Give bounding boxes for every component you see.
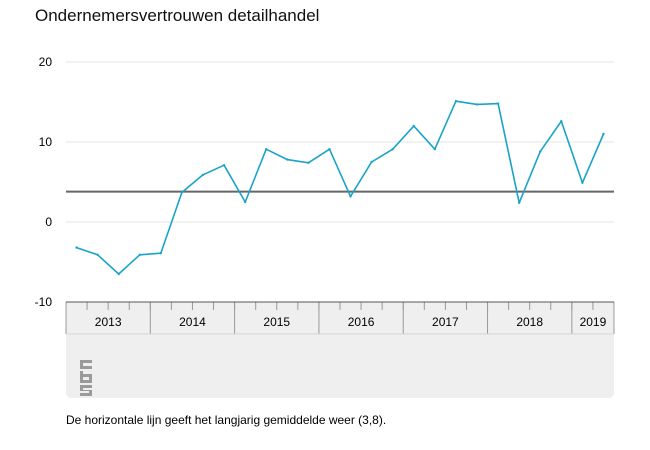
data-point xyxy=(602,132,605,136)
data-point xyxy=(96,253,99,256)
data-point xyxy=(433,148,437,151)
data-point xyxy=(222,164,226,167)
data-point xyxy=(475,103,479,106)
series-line xyxy=(76,100,605,275)
data-point xyxy=(180,191,184,194)
data-point xyxy=(349,195,352,198)
data-point xyxy=(560,120,563,123)
data-point xyxy=(539,150,542,153)
data-point xyxy=(454,100,458,103)
data-point xyxy=(159,252,163,255)
cbs-logo-b xyxy=(80,371,92,383)
data-point xyxy=(328,148,331,151)
y-tick-label: -10 xyxy=(35,295,53,309)
y-tick-label: 10 xyxy=(39,135,53,149)
x-tick-label: 2019 xyxy=(580,315,607,329)
data-point xyxy=(370,160,373,164)
cbs-logo-icon xyxy=(80,360,92,396)
x-tick-label: 2017 xyxy=(432,315,459,329)
data-point xyxy=(412,124,415,128)
y-tick-label: 20 xyxy=(39,55,53,69)
data-point xyxy=(307,161,310,164)
data-point xyxy=(243,200,247,204)
x-tick-label: 2013 xyxy=(95,315,122,329)
data-point xyxy=(496,102,500,105)
data-point xyxy=(581,181,584,184)
data-point xyxy=(517,201,521,204)
x-tick-label: 2014 xyxy=(179,315,206,329)
cbs-logo-s xyxy=(80,385,92,396)
footnote: De horizontale lijn geeft het langjarig … xyxy=(66,413,387,427)
cbs-logo-c xyxy=(80,360,92,369)
data-point xyxy=(286,158,289,161)
data-point xyxy=(201,173,205,176)
x-tick-label: 2018 xyxy=(516,315,543,329)
data-point xyxy=(391,148,394,151)
y-tick-label: 0 xyxy=(45,215,52,229)
data-point xyxy=(117,272,120,276)
chart-title: Ondernemersvertrouwen detailhandel xyxy=(35,6,320,25)
data-point xyxy=(75,246,78,249)
axis-panel xyxy=(66,302,614,398)
x-tick-label: 2016 xyxy=(348,315,375,329)
data-point xyxy=(265,148,268,151)
data-point xyxy=(138,253,141,256)
x-tick-label: 2015 xyxy=(263,315,290,329)
